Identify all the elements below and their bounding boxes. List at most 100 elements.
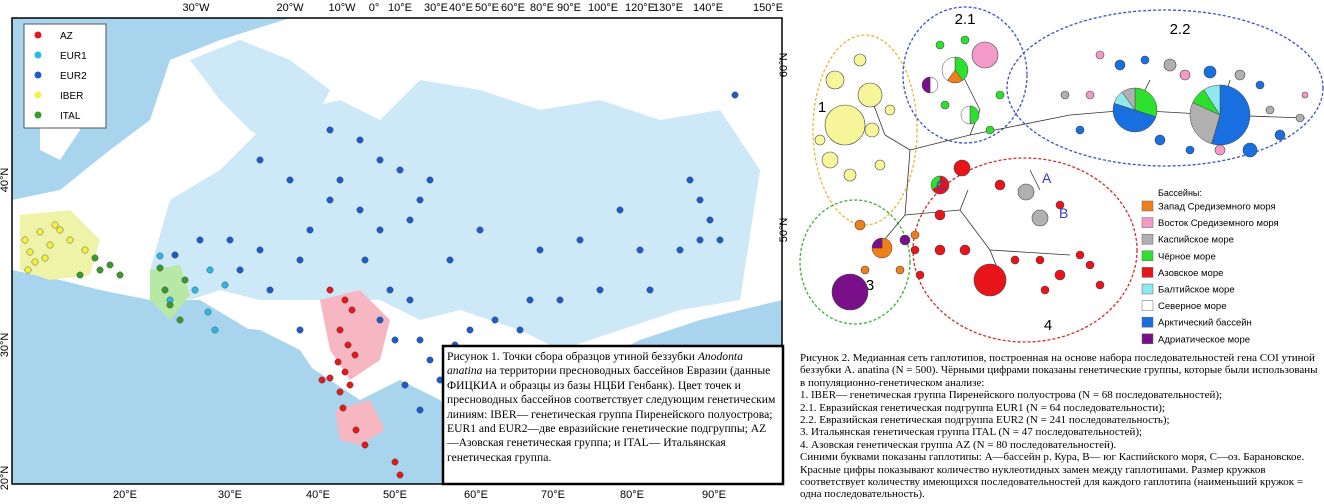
legend-label: Азовское море [1158,268,1223,279]
legend-label: Запад Средиземного моря [1158,202,1276,213]
sample-point [356,136,364,144]
sample-point [676,246,684,254]
haplotype [853,53,867,67]
caption-species: Anodonta anatina [447,350,743,378]
group-label: 1 [818,99,826,116]
sample-point [156,252,164,260]
group-outline [902,6,1028,144]
haplotype [821,151,839,169]
lat-label: 40°N [0,168,11,193]
haplotype [1095,280,1105,290]
haplotype [831,273,869,311]
az-basin [335,400,385,445]
caption-item: 3. Итальянская генетическая группа ITAL … [800,426,1143,439]
sample-point [176,316,184,324]
sample-point [181,276,189,284]
sample-point [296,256,304,264]
network-link [959,209,991,251]
legend-label: IBER [60,91,83,102]
haplotype [1179,69,1191,81]
network-link [989,249,1071,256]
sample-point [396,471,404,479]
basin [190,40,330,150]
legend-label: AZ [60,31,73,42]
caption-item: 2.1. Евразийская генетическая подгруппа … [800,401,1165,414]
haplotype-slice [1211,84,1251,146]
sample-point [318,376,326,384]
haplotype [1017,183,1035,201]
caption-text: Рисунок 1. Точки сбора образцов утиной б… [447,350,695,363]
haplotype [857,82,883,108]
lon-label: 0° [369,2,380,14]
haplotype [1010,255,1020,265]
legend-swatch [1141,233,1154,245]
sample-point [286,176,294,184]
sample-point [344,341,352,349]
legend-label: ITAL [60,111,81,122]
haplotype [1031,209,1049,227]
haplotype [1265,105,1275,115]
haplotype-slice [1203,84,1221,116]
lon-label: 100°E [588,2,618,14]
sample-point [686,176,694,184]
legend-label: EUR2 [60,71,87,82]
haplotype [1274,129,1286,141]
sample-point [406,216,414,224]
lon-label: 60°E [501,2,525,14]
sample-point [556,296,564,304]
haplotype [935,40,945,50]
haplotype [1203,65,1217,79]
legend-swatch [34,111,42,119]
haplotype [1234,69,1246,81]
haplotype-slice [930,175,941,190]
caption-text: Синими буквами показаны гаплотипы: A—бас… [800,451,1305,501]
haplotype [910,230,920,240]
sample-point [161,286,169,294]
sample-point [296,326,304,334]
lon-label: 80°E [530,2,554,14]
legend-swatch [34,71,42,79]
sample-point [51,221,59,229]
sample-point [31,258,39,266]
haplotype [895,265,905,275]
sample-point [391,336,399,344]
haplotype-slice [941,56,956,81]
haplotype [1054,269,1066,281]
sample-point [352,426,360,434]
caption-box [441,344,785,486]
ital-basin [150,265,190,320]
haplotype [864,122,880,138]
sample-point [391,458,399,466]
sample-point [361,256,369,264]
legend-swatch [1141,200,1154,212]
legend-swatch [34,51,42,59]
network-link [959,189,969,211]
legend-label: EUR1 [60,51,87,62]
haplotype-slice [969,105,980,125]
sample-point [346,381,354,389]
haplotype-letter: A [1042,170,1052,186]
sample-point [376,316,384,324]
sample-point [616,206,624,214]
map-legend [23,23,107,129]
sample-point [576,236,584,244]
network-link [909,134,971,151]
sample-point [341,296,349,304]
group-label: 3 [866,277,874,294]
network-caption: Рисунок 2. Медианная сеть гаплотипов, по… [800,352,1320,501]
lat-label: 30°N [0,333,11,358]
haplotype-slice [1121,87,1136,111]
sample-point [81,246,89,254]
lon-label: 30°W [182,2,210,14]
haplotype-slice [960,105,971,125]
sample-point [211,326,219,334]
haplotype [884,104,896,116]
sample-point [536,246,544,254]
caption-item: 2.2. Евразийская генетическая подгруппа … [800,414,1170,427]
sample-point [361,441,369,449]
haplotype [1085,260,1095,270]
sample-point [26,248,34,256]
legend-swatch [1141,316,1154,328]
sample-point [406,296,414,304]
basin [150,80,760,350]
